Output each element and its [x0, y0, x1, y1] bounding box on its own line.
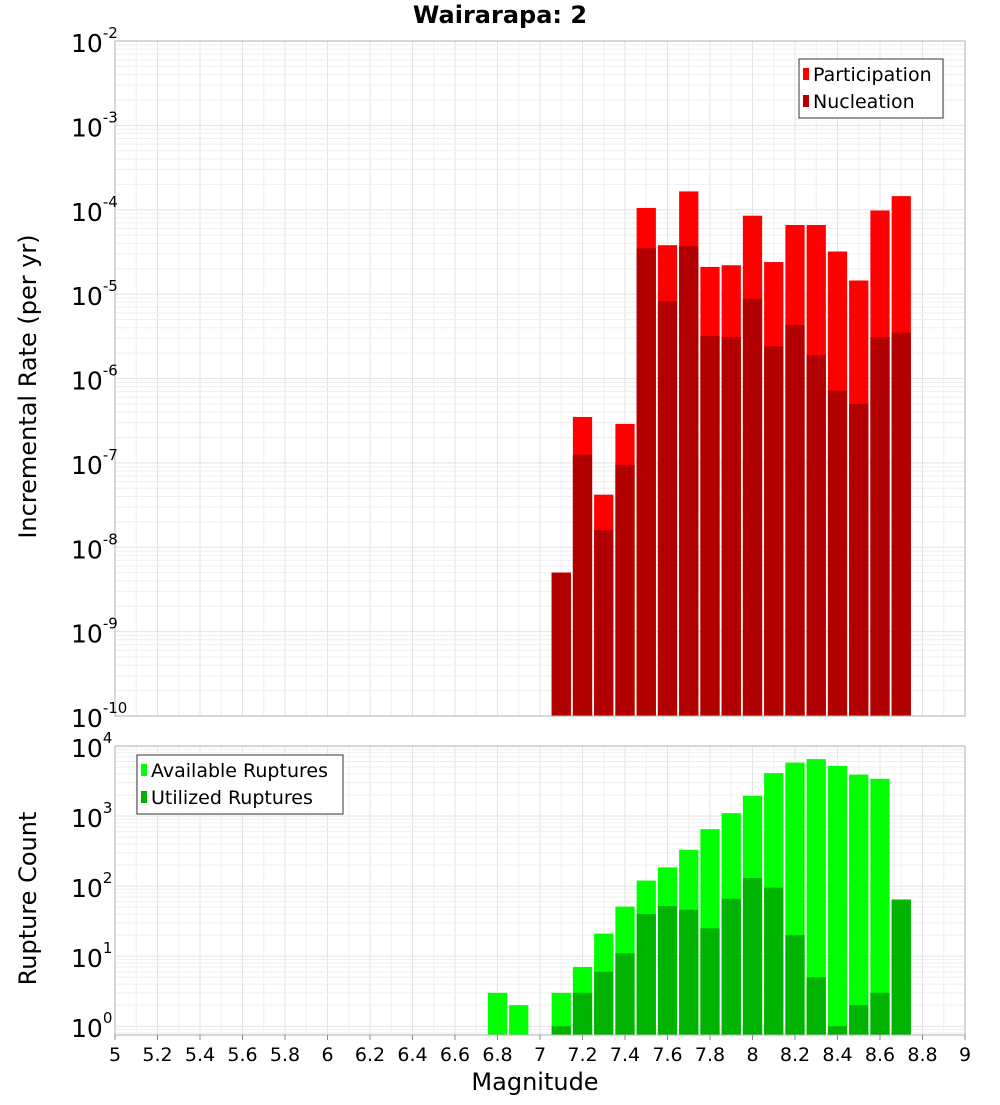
plot-frame: [114, 40, 966, 717]
x-tick-label: 7.4: [610, 1044, 640, 1066]
x-tick-label: 7.2: [567, 1044, 597, 1066]
legend-label-available-ruptures: Available Ruptures: [151, 760, 328, 782]
bar-nucleation-7_9: [721, 337, 741, 716]
x-tick-label: 7.6: [652, 1044, 682, 1066]
bar-nucleation-7_3: [594, 530, 614, 716]
bar-utilized-ruptures-7_7: [679, 909, 699, 1035]
legend-swatch-participation: [803, 68, 809, 80]
bar-utilized-ruptures-8_4: [827, 1026, 848, 1035]
bar-utilized-ruptures-7_5: [636, 914, 656, 1035]
bar-nucleation-8_1: [764, 346, 784, 716]
bar-utilized-ruptures-8_5: [849, 1005, 869, 1035]
x-tick-label: 6.8: [482, 1044, 512, 1066]
x-axis-label: Magnitude: [471, 1068, 598, 1096]
bar-available-ruptures-8_5: [849, 774, 869, 1035]
x-tick-label: 5.2: [142, 1044, 172, 1066]
y-tick-label: 100: [71, 1009, 112, 1043]
bar-nucleation-8_6: [870, 337, 890, 716]
bar-utilized-ruptures-7_8: [700, 928, 720, 1035]
y-tick-label: 104: [71, 729, 112, 763]
y-tick-label: 10-6: [71, 362, 118, 396]
bar-nucleation-8_7: [891, 332, 911, 716]
bar-nucleation-8_3: [806, 354, 826, 716]
bar-nucleation-8_4: [827, 390, 848, 716]
x-tick-label: 6: [321, 1044, 333, 1066]
y-tick-label: 10-2: [71, 24, 118, 58]
bar-utilized-ruptures-7_3: [594, 971, 614, 1035]
x-tick-label: 8.2: [780, 1044, 810, 1066]
bar-available-ruptures-6_8: [487, 992, 508, 1035]
x-tick-label: 9: [959, 1044, 971, 1066]
x-tick-label: 8.6: [865, 1044, 895, 1066]
y-tick-label: 10-5: [71, 277, 118, 311]
bar-utilized-ruptures-7_9: [721, 898, 741, 1035]
x-tick-label: 8.4: [822, 1044, 852, 1066]
chart-title: Wairarapa: 2: [413, 1, 587, 29]
bar-nucleation-7_8: [700, 335, 720, 716]
legend-swatch-nucleation: [803, 95, 809, 107]
y-tick-label: 10-7: [71, 446, 118, 480]
x-tick-label: 7.8: [695, 1044, 725, 1066]
x-tick-label: 6.6: [440, 1044, 470, 1066]
bar-utilized-ruptures-7_4: [615, 953, 635, 1035]
legend-box: [798, 58, 944, 119]
bar-nucleation-7_2: [572, 454, 593, 716]
bar-utilized-ruptures-7_6: [657, 906, 678, 1035]
y-tick-label: 10-8: [71, 530, 118, 564]
bar-available-ruptures-7_1: [551, 992, 571, 1035]
panel-1: 100 101 102 103 104 Rupture Count 5 5.2 5.4 5.6 5.…: [14, 729, 971, 1096]
bar-nucleation-8: [742, 298, 763, 716]
bar-nucleation-7_6: [657, 301, 678, 716]
legend: Available Ruptures Utilized Ruptures: [136, 754, 344, 815]
x-tick-label: 6.2: [355, 1044, 385, 1066]
bar-nucleation-7_5: [636, 248, 656, 717]
x-tick-label: 5: [109, 1044, 121, 1066]
bar-utilized-ruptures-7_1: [551, 1026, 571, 1035]
y-tick-label: 10-9: [71, 615, 118, 649]
x-tick-label: 8: [746, 1044, 758, 1066]
legend-swatch-utilized-ruptures: [141, 791, 147, 803]
legend-swatch-available-ruptures: [141, 764, 147, 776]
bar-utilized-ruptures-8: [742, 878, 763, 1035]
bar-available-ruptures-6_9: [509, 1005, 529, 1035]
panel-0: 10-10 10-9 10-8 10-7 10-6 10-5 10-4 10-3 10-2 Inc…: [14, 24, 966, 733]
y-tick-label: 103: [71, 799, 112, 833]
x-tick-label: 6.4: [397, 1044, 427, 1066]
bar-available-ruptures-8_6: [870, 778, 890, 1035]
bar-utilized-ruptures-7_2: [572, 992, 593, 1035]
y-axis-label: Rupture Count: [14, 812, 42, 986]
y-axis-label: Incremental Rate (per yr): [14, 234, 42, 538]
bar-utilized-ruptures-8_7: [891, 900, 911, 1035]
legend: Participation Nucleation: [798, 58, 944, 119]
bar-utilized-ruptures-8_6: [870, 992, 890, 1035]
bar-nucleation-8_5: [849, 403, 869, 716]
legend-label-participation: Participation: [813, 64, 932, 86]
bar-available-ruptures-8_4: [827, 765, 848, 1035]
legend-box: [136, 754, 344, 815]
legend-label-utilized-ruptures: Utilized Ruptures: [151, 787, 313, 809]
y-tick-label: 10-10: [71, 699, 127, 733]
bar-utilized-ruptures-8_2: [785, 935, 805, 1035]
x-tick-label: 7: [534, 1044, 546, 1066]
bar-available-ruptures-8_3: [806, 759, 826, 1035]
bar-nucleation-7_7: [679, 246, 699, 716]
bar-nucleation-8_2: [785, 325, 805, 716]
x-tick-label: 8.8: [907, 1044, 937, 1066]
legend-label-nucleation: Nucleation: [813, 91, 915, 113]
x-tick-label: 5.8: [270, 1044, 300, 1066]
x-tick-label: 5.6: [227, 1044, 257, 1066]
x-tick-label: 5.4: [185, 1044, 215, 1066]
bar-utilized-ruptures-8_3: [806, 977, 826, 1035]
y-tick-label: 102: [71, 869, 112, 903]
bar-nucleation-7_1: [551, 572, 571, 716]
y-tick-label: 101: [71, 939, 112, 973]
y-tick-label: 10-4: [71, 193, 118, 227]
bar-nucleation-7_4: [615, 464, 635, 716]
bar-utilized-ruptures-8_1: [764, 887, 784, 1035]
y-tick-label: 10-3: [71, 108, 118, 142]
